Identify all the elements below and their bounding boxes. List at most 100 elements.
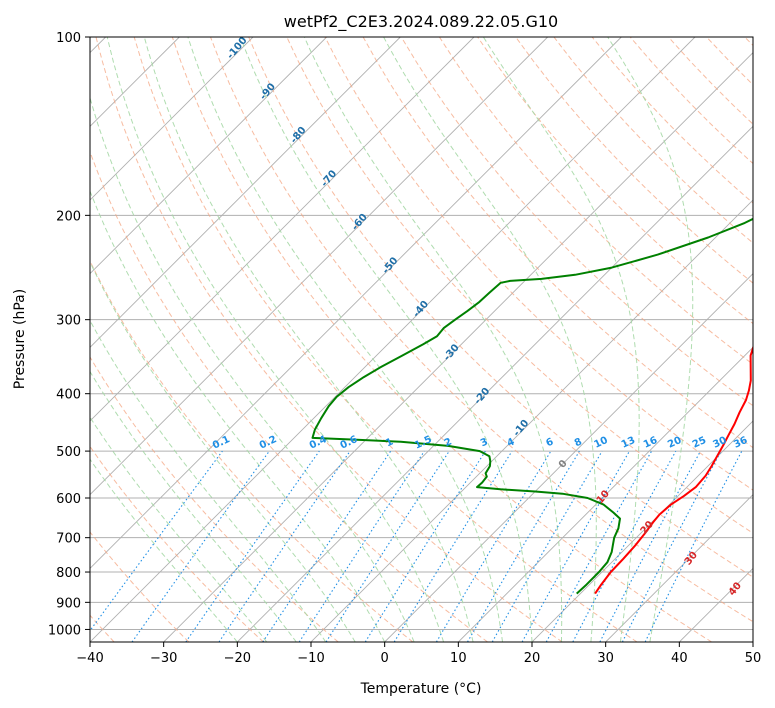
mixing-ratio-line bbox=[393, 450, 513, 642]
temperature-profile bbox=[594, 344, 753, 595]
y-axis: 100 200 300 400 500 600 700 800 900 1000 bbox=[48, 31, 90, 638]
isotherm-line bbox=[605, 494, 753, 642]
dry-adiabat-label: 0 bbox=[557, 458, 570, 470]
mixing-ratio-line bbox=[572, 450, 677, 642]
y-tick-label: 600 bbox=[56, 492, 81, 507]
dry-adiabat-label: -100 bbox=[225, 35, 250, 61]
dry-adiabat-label: 40 bbox=[727, 580, 744, 598]
y-tick-label: 700 bbox=[56, 532, 81, 547]
moist-adiabat bbox=[106, 37, 445, 642]
dry-adiabat-label: -90 bbox=[258, 81, 278, 102]
moist-adiabat bbox=[90, 260, 356, 642]
mixing-ratio-label: 1 bbox=[384, 436, 395, 449]
plot-frame bbox=[89, 36, 754, 643]
dry-adiabat-label: -10 bbox=[511, 418, 531, 439]
dry-adiabat bbox=[400, 37, 753, 407]
dry-adiabat bbox=[324, 37, 753, 491]
y-tick-label: 100 bbox=[56, 31, 81, 46]
dry-adiabat bbox=[553, 37, 753, 244]
x-tick-label: −10 bbox=[297, 651, 324, 666]
chart-series bbox=[311, 217, 753, 595]
y-axis-label: Pressure (hPa) bbox=[12, 289, 28, 389]
dry-adiabat bbox=[90, 445, 264, 642]
x-tick-label: 0 bbox=[381, 651, 389, 666]
isotherm-line bbox=[90, 37, 475, 422]
x-tick-label: −40 bbox=[76, 651, 103, 666]
moist-adiabat bbox=[90, 458, 238, 642]
x-axis: −40 −30 −20 −10 0 10 20 30 40 50 bbox=[76, 642, 761, 666]
dry-adiabat bbox=[90, 531, 190, 642]
moist-adiabat bbox=[239, 37, 533, 642]
mixing-ratio-line bbox=[644, 450, 743, 642]
dry-adiabat-label: -40 bbox=[411, 299, 431, 320]
mixing-ratio-label: 13 bbox=[620, 435, 637, 451]
mixing-ratio-line bbox=[521, 450, 630, 642]
dry-adiabat-label: -50 bbox=[380, 255, 400, 276]
y-tick-label: 300 bbox=[56, 314, 81, 329]
isotherm-line bbox=[90, 37, 622, 569]
y-tick-label: 1000 bbox=[48, 623, 81, 638]
dry-adiabat bbox=[171, 37, 712, 642]
mixing-ratio-line bbox=[325, 450, 450, 642]
dry-adiabat-label: -80 bbox=[289, 125, 309, 146]
mixing-ratio-line bbox=[90, 450, 223, 632]
x-tick-label: 40 bbox=[671, 651, 688, 666]
y-tick-label: 200 bbox=[56, 209, 81, 224]
moist-adiabat bbox=[383, 37, 597, 642]
mixing-ratio-line bbox=[218, 450, 351, 642]
dry-adiabat bbox=[90, 259, 414, 642]
dry-adiabat bbox=[90, 356, 339, 642]
y-tick-label: 500 bbox=[56, 445, 81, 460]
mixing-ratio-label: 30 bbox=[711, 435, 728, 451]
y-tick-label: 900 bbox=[56, 596, 81, 611]
moist-adiabat bbox=[90, 319, 327, 642]
mixing-ratio-line bbox=[131, 450, 270, 642]
moist-adiabat bbox=[90, 416, 268, 642]
isotherm-line bbox=[90, 37, 254, 201]
mixing-ratio-label: 10 bbox=[592, 435, 609, 451]
moist-adiabat bbox=[303, 37, 563, 642]
isotherm-line bbox=[237, 125, 753, 642]
dry-adiabat bbox=[706, 37, 753, 86]
isotherm-line bbox=[384, 273, 753, 642]
moist-adiabat bbox=[90, 189, 386, 642]
mixing-ratio-label: 3 bbox=[479, 436, 490, 449]
mixing-ratio-label: 36 bbox=[732, 435, 749, 451]
mixing-ratio-label: 2 bbox=[443, 436, 454, 449]
x-tick-label: −20 bbox=[224, 651, 251, 666]
x-axis-label: Temperature (°C) bbox=[360, 681, 482, 697]
isotherm-line bbox=[458, 346, 753, 642]
dry-adiabat bbox=[438, 37, 753, 366]
chart-grid bbox=[90, 37, 753, 642]
dry-adiabat bbox=[515, 37, 753, 284]
mixing-ratio-label: 4 bbox=[506, 436, 517, 449]
mixing-ratio-line bbox=[599, 450, 701, 642]
mixing-ratio-label: 20 bbox=[666, 435, 683, 451]
moist-adiabat bbox=[187, 37, 503, 642]
mixing-ratio-label: 8 bbox=[573, 436, 584, 449]
moist-adiabat bbox=[607, 37, 694, 642]
dewpoint-profile bbox=[311, 217, 753, 595]
x-tick-label: 50 bbox=[745, 651, 762, 666]
isotherm-line bbox=[90, 37, 548, 496]
isotherm-line bbox=[531, 420, 753, 642]
dry-adiabat bbox=[210, 37, 753, 623]
isotherm-line bbox=[310, 199, 753, 642]
isotherm-line bbox=[679, 567, 753, 642]
dry-adiabat-label: -70 bbox=[319, 168, 339, 189]
x-tick-label: 10 bbox=[450, 651, 467, 666]
x-tick-label: −30 bbox=[150, 651, 177, 666]
dry-adiabat bbox=[90, 150, 488, 642]
dry-adiabat-label: -30 bbox=[442, 342, 462, 363]
isotherm-line bbox=[90, 37, 401, 348]
mixing-ratio-line bbox=[262, 450, 392, 642]
isotherm-line bbox=[90, 37, 696, 642]
y-tick-label: 400 bbox=[56, 388, 81, 403]
dry-adiabat bbox=[668, 37, 753, 125]
mixing-ratio-label: 16 bbox=[642, 435, 659, 451]
dry-adiabat bbox=[133, 37, 638, 642]
chart-title: wetPf2_C2E3.2024.089.22.05.G10 bbox=[284, 12, 558, 32]
mixing-ratio-label: 0.1 bbox=[211, 434, 232, 451]
mixing-ratio-line bbox=[185, 450, 320, 642]
